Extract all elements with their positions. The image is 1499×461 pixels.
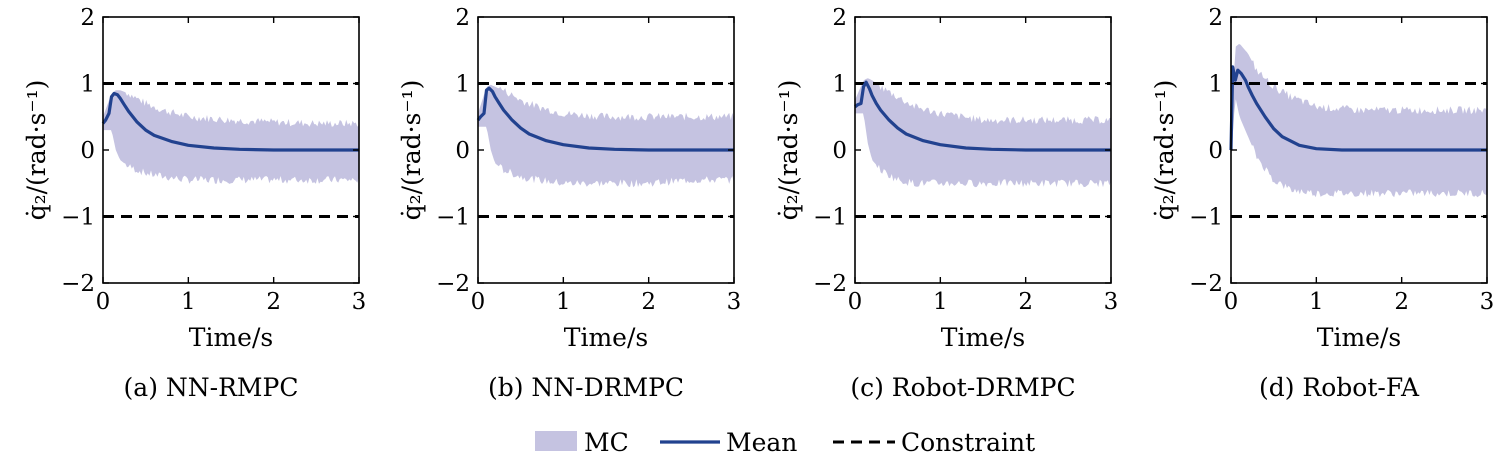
y-tick-label: −1 xyxy=(436,205,470,231)
x-tick-label: 3 xyxy=(1104,289,1119,315)
x-tick-label: 2 xyxy=(1018,289,1033,315)
x-tick-label: 3 xyxy=(727,289,742,315)
legend-mc-label: MC xyxy=(584,428,629,457)
x-axis-label: Time/s xyxy=(1317,323,1401,352)
mc-band xyxy=(855,78,1111,188)
y-tick-label: 1 xyxy=(455,72,470,98)
panels: 0 1 2 3 −2 −1 0 1 2 Time/s q̇₂/(rad·s⁻¹) (a) NN-RMP… xyxy=(22,5,1494,402)
legend: MC Mean Constraint xyxy=(535,428,1035,457)
mc-band xyxy=(103,90,359,184)
x-tick-label: 0 xyxy=(471,289,486,315)
y-axis-label: q̇₂/(rad·s⁻¹) xyxy=(397,80,426,221)
x-tick-label: 1 xyxy=(1309,289,1324,315)
x-axis-label: Time/s xyxy=(564,323,648,352)
chart-panel-2: 0 1 2 3 −2 −1 0 1 2 Time/s q̇₂/(rad·s⁻¹) (b) NN-DRM… xyxy=(397,5,741,402)
x-tick-label: 0 xyxy=(1224,289,1239,315)
mean-line xyxy=(854,80,1111,152)
x-tick-label: 0 xyxy=(96,289,111,315)
y-axis-label: q̇₂/(rad·s⁻¹) xyxy=(774,80,803,221)
y-tick-label: 2 xyxy=(1208,5,1223,31)
x-tick-label: 1 xyxy=(181,289,196,315)
mean-line xyxy=(101,91,359,152)
x-tick-label: 3 xyxy=(1480,289,1495,315)
y-tick-label: 0 xyxy=(1208,138,1223,164)
y-tick-label: 1 xyxy=(80,72,95,98)
y-tick-label: −2 xyxy=(813,271,847,297)
y-tick-label: −1 xyxy=(61,205,95,231)
x-tick-label: 2 xyxy=(641,289,656,315)
chart-panel-4: 0 1 2 3 −2 −1 0 1 2 Time/s q̇₂/(rad·s⁻¹) (d) Robot-… xyxy=(1150,5,1494,402)
y-axis-label: q̇₂/(rad·s⁻¹) xyxy=(1150,80,1179,221)
panel-caption: (a) NN-RMPC xyxy=(124,373,299,402)
y-tick-label: 2 xyxy=(80,5,95,31)
mean-line xyxy=(1229,65,1487,152)
mean-line xyxy=(476,86,734,152)
y-tick-label: −2 xyxy=(61,271,95,297)
legend-constraint-label: Constraint xyxy=(901,428,1035,457)
x-tick-label: 3 xyxy=(352,289,367,315)
x-axis-label: Time/s xyxy=(189,323,273,352)
x-tick-label: 1 xyxy=(556,289,571,315)
x-axis-label: Time/s xyxy=(941,323,1025,352)
y-tick-label: 2 xyxy=(455,5,470,31)
y-tick-label: 0 xyxy=(80,138,95,164)
mc-band xyxy=(1231,44,1487,198)
mc-band xyxy=(478,84,734,188)
panel-caption: (b) NN-DRMPC xyxy=(488,373,684,402)
x-tick-label: 2 xyxy=(266,289,281,315)
x-tick-label: 2 xyxy=(1394,289,1409,315)
x-tick-label: 0 xyxy=(848,289,863,315)
y-tick-label: −1 xyxy=(813,205,847,231)
y-tick-label: −1 xyxy=(1189,205,1223,231)
chart-panel-1: 0 1 2 3 −2 −1 0 1 2 Time/s q̇₂/(rad·s⁻¹) (a) NN-RMP… xyxy=(22,5,366,402)
y-tick-label: −2 xyxy=(1189,271,1223,297)
y-tick-label: 2 xyxy=(832,5,847,31)
panel-caption: (d) Robot-FA xyxy=(1259,373,1420,402)
legend-mc-swatch xyxy=(535,431,577,451)
panel-caption: (c) Robot-DRMPC xyxy=(850,373,1075,402)
y-tick-label: 1 xyxy=(832,72,847,98)
y-tick-label: 0 xyxy=(832,138,847,164)
y-tick-label: 1 xyxy=(1208,72,1223,98)
y-tick-label: −2 xyxy=(436,271,470,297)
y-tick-label: 0 xyxy=(455,138,470,164)
y-axis-label: q̇₂/(rad·s⁻¹) xyxy=(22,80,51,221)
chart-panel-3: 0 1 2 3 −2 −1 0 1 2 Time/s q̇₂/(rad·s⁻¹) (c) Robot-… xyxy=(774,5,1118,402)
x-tick-label: 1 xyxy=(933,289,948,315)
legend-mean-label: Mean xyxy=(726,428,797,457)
